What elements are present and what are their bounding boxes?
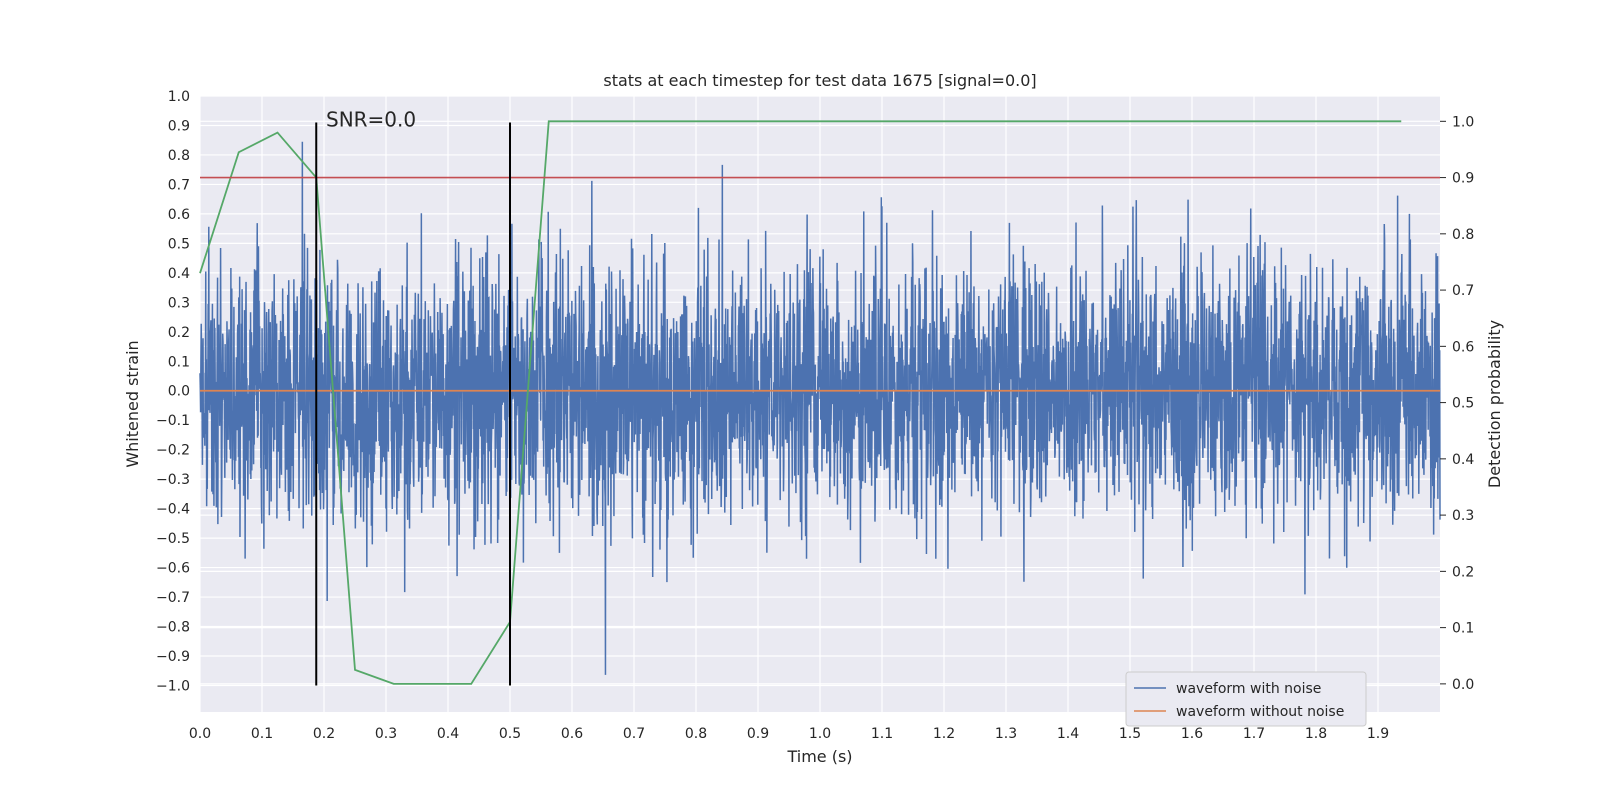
y-tick-label: −0.6 (156, 561, 190, 577)
x-tick-label: 1.0 (809, 726, 831, 742)
chart-title: stats at each timestep for test data 167… (603, 71, 1036, 90)
noise-waveform-line (199, 141, 1441, 675)
y-right-tick-label: 0.7 (1452, 283, 1474, 299)
overlay-layer (200, 122, 1440, 686)
x-tick-label: 1.3 (995, 726, 1017, 742)
legend-box (1125, 671, 1367, 727)
y-right-tick-label: 0.5 (1452, 396, 1474, 412)
legend-label-clean: waveform without noise (1176, 704, 1344, 720)
y-tick-label: 0.6 (168, 207, 190, 223)
x-tick-label: 0.3 (375, 726, 397, 742)
y-axis-label-right: Detection probability (1485, 320, 1504, 488)
y-tick-label: 0.3 (168, 295, 190, 311)
y-right-tick-label: 0.3 (1452, 508, 1474, 524)
x-tick-label: 0.5 (499, 726, 521, 742)
y-tick-label: −0.1 (156, 413, 190, 429)
y-tick-label: −0.2 (156, 443, 190, 459)
x-tick-label: 1.7 (1243, 726, 1265, 742)
y-tick-label: 0.5 (168, 236, 190, 252)
x-tick-label: 1.8 (1305, 726, 1327, 742)
y-right-tick-label: 0.1 (1452, 621, 1474, 637)
y-axis-label: Whitened strain (123, 340, 142, 467)
y-tick-label: 0.7 (168, 177, 190, 193)
x-tick-label: 1.5 (1119, 726, 1141, 742)
y-tick-label: 0.1 (168, 354, 190, 370)
y-tick-label: 1.0 (168, 89, 190, 105)
legend: waveform with noise waveform without noi… (1125, 671, 1367, 727)
y-tick-label: 0.0 (168, 384, 190, 400)
y-tick-label: 0.4 (168, 266, 190, 282)
x-tick-label: 0.9 (747, 726, 769, 742)
y-right-tick-label: 0.4 (1452, 452, 1474, 468)
x-tick-label: 0.8 (685, 726, 707, 742)
y-tick-label: −0.9 (156, 649, 190, 665)
x-tick-label: 0.6 (561, 726, 583, 742)
x-tick-label: 1.1 (871, 726, 893, 742)
x-tick-label: 1.4 (1057, 726, 1079, 742)
y-tick-label: 0.9 (168, 118, 190, 134)
x-tick-label: 0.7 (623, 726, 645, 742)
detection-probability-line (199, 120, 1402, 685)
y-right-tick-label: 0.0 (1452, 677, 1474, 693)
y-tick-label: −0.5 (156, 531, 190, 547)
x-tick-label: 0.1 (251, 726, 273, 742)
y-tick-label: −0.3 (156, 472, 190, 488)
series-layer (199, 120, 1441, 685)
y-tick-label: 0.2 (168, 325, 190, 341)
y-right-tick-label: 0.8 (1452, 227, 1474, 243)
y-right-tick-label: 0.9 (1452, 171, 1474, 187)
y-tick-label: −1.0 (156, 678, 190, 694)
x-tick-label: 1.2 (933, 726, 955, 742)
x-tick-label: 0.2 (313, 726, 335, 742)
legend-label-noise: waveform with noise (1176, 681, 1321, 697)
snr-annotation: SNR=0.0 (326, 108, 416, 132)
y-right-tick-label: 0.2 (1452, 564, 1474, 580)
x-tick-label: 1.6 (1181, 726, 1203, 742)
x-tick-label: 1.9 (1367, 726, 1389, 742)
y-tick-label: −0.8 (156, 620, 190, 636)
y-tick-label: −0.4 (156, 502, 190, 518)
x-tick-label: 0.0 (189, 726, 211, 742)
y-tick-label: −0.7 (156, 590, 190, 606)
y-tick-label: 0.8 (168, 148, 190, 164)
y-right-tick-label: 0.6 (1452, 339, 1474, 355)
x-tick-label: 0.4 (437, 726, 459, 742)
x-axis-label: Time (s) (786, 747, 852, 766)
y-right-tick-label: 1.0 (1452, 114, 1474, 130)
tick-layer: 0.0 0.1 0.2 0.3 0.4 0.5 0.6 0.7 0.8 0.9 1.0 1.1 1.2 1… (156, 89, 1474, 742)
